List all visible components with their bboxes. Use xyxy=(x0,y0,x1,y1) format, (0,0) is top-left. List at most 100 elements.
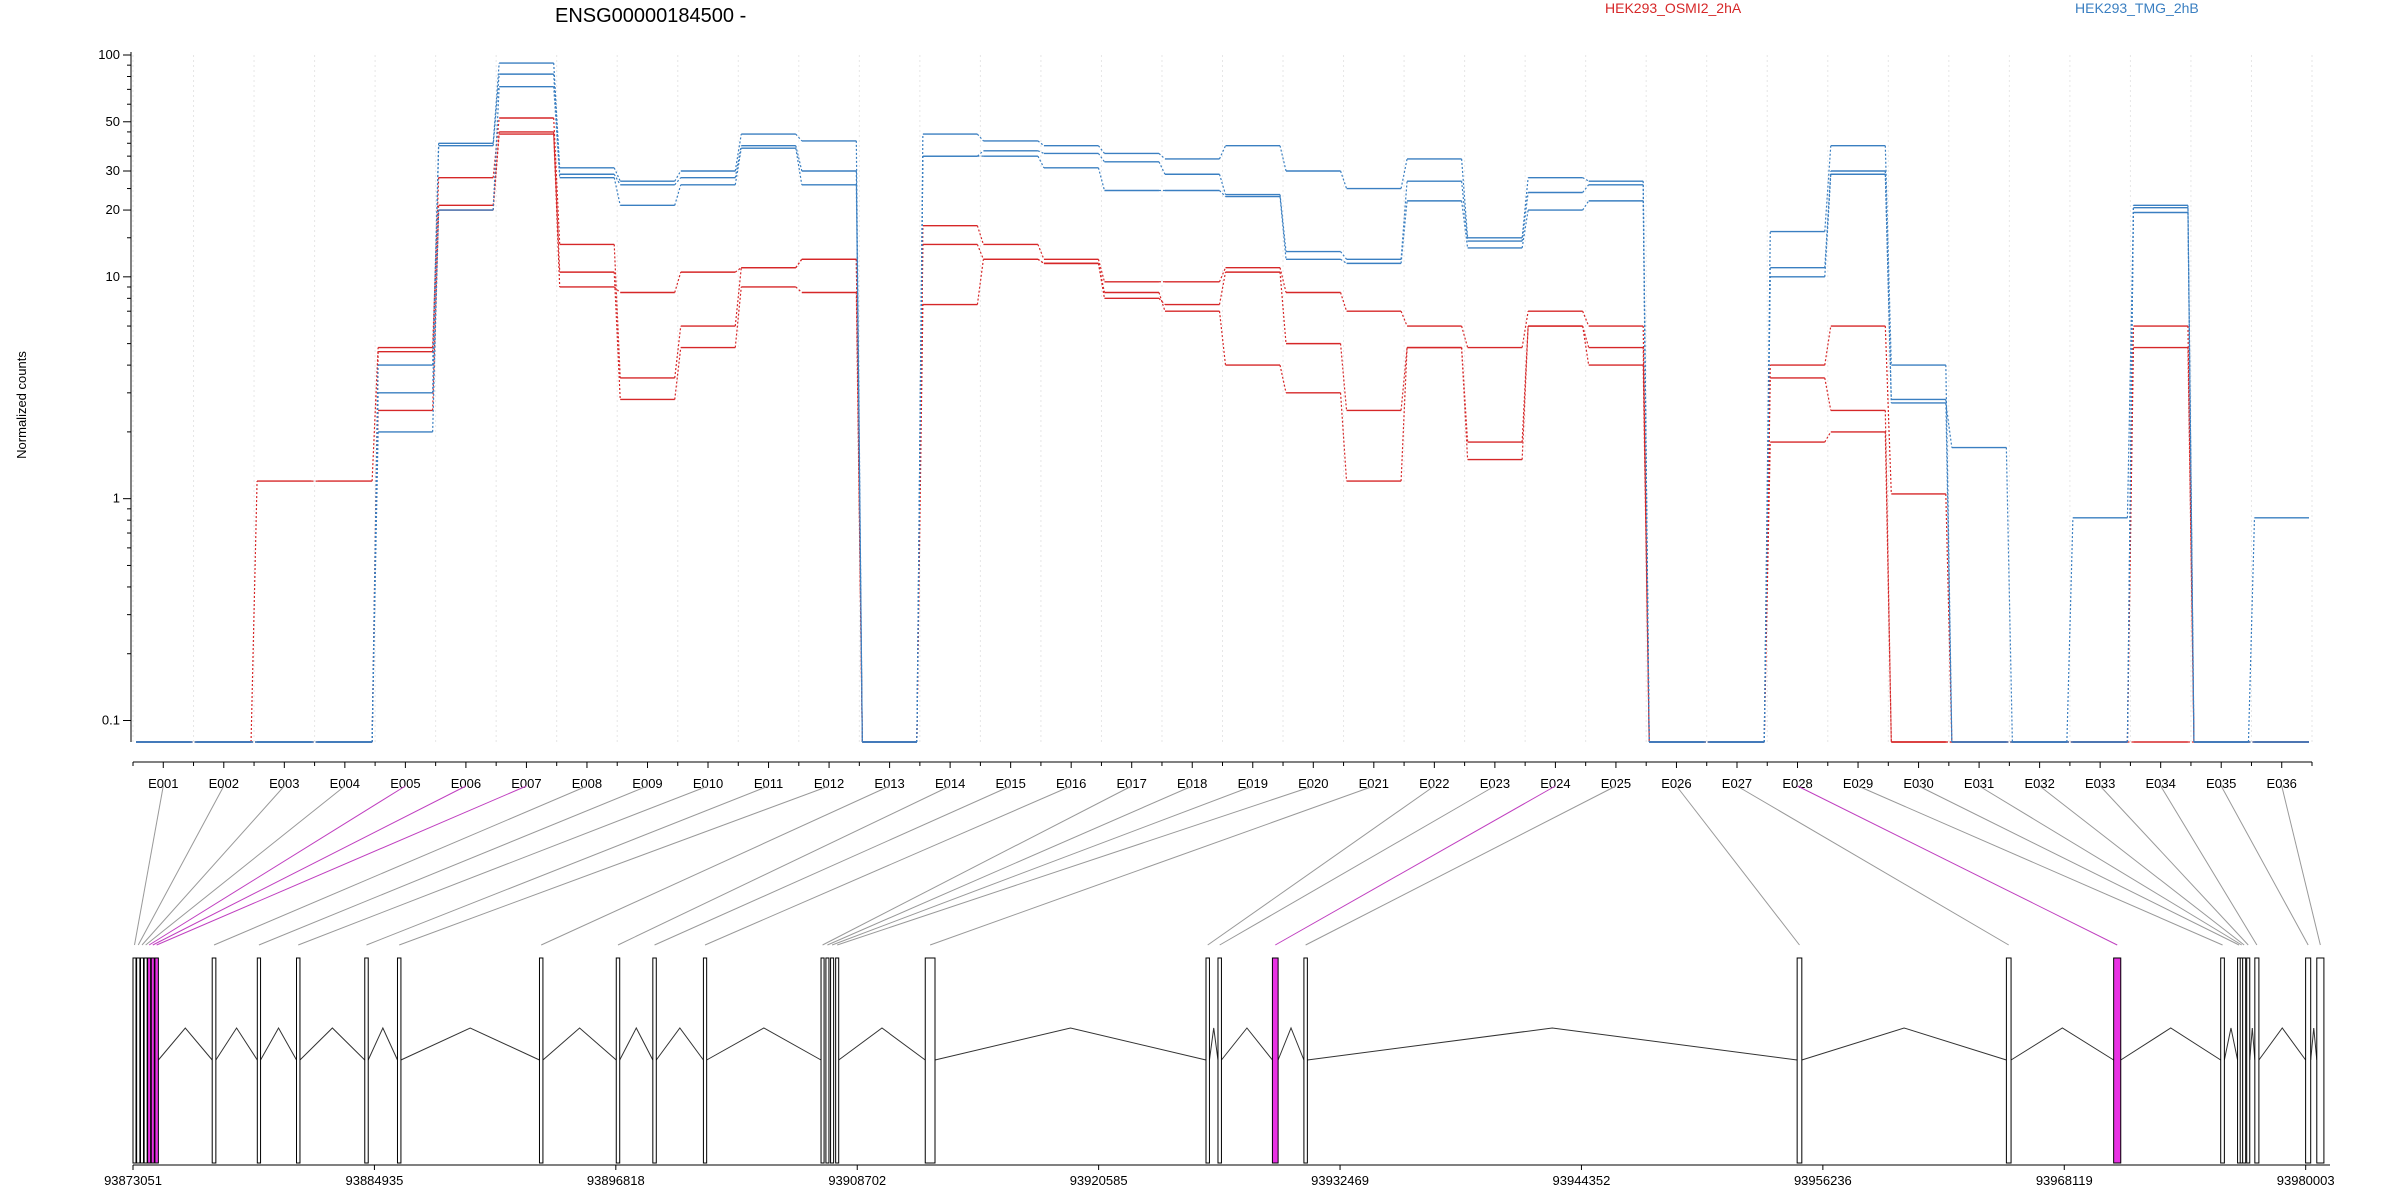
series-transition xyxy=(1339,392,1348,482)
exon-box-E006 xyxy=(150,957,155,1164)
series-transition xyxy=(1582,177,1589,182)
x-tick-label: E031 xyxy=(1964,776,1994,791)
intron-line xyxy=(934,1027,1207,1061)
series-transition xyxy=(1037,140,1045,147)
intron-line xyxy=(260,1026,297,1061)
exon-box-E024 xyxy=(1271,957,1279,1164)
connector-E011 xyxy=(366,785,769,946)
exon-box-E032 xyxy=(2242,957,2247,1164)
exon-box-E014 xyxy=(615,957,621,1164)
series-transition xyxy=(250,481,258,743)
series-transition xyxy=(674,184,682,206)
series-transition xyxy=(734,145,742,178)
exon-box-E034 xyxy=(2254,957,2260,1164)
series-transition xyxy=(795,133,803,142)
series-transition xyxy=(1218,174,1227,195)
series-transition xyxy=(1400,200,1408,264)
exon-box-E004 xyxy=(143,957,148,1164)
x-tick-label: E002 xyxy=(209,776,239,791)
series-transition xyxy=(976,244,984,260)
connector-E006 xyxy=(152,785,467,946)
y-tick-label: 10 xyxy=(106,269,120,284)
series-transition xyxy=(553,134,561,288)
series-transition xyxy=(2126,212,2135,518)
series-transition xyxy=(1340,251,1348,260)
connector-E023 xyxy=(1219,785,1496,946)
x-tick-label: E017 xyxy=(1117,776,1147,791)
series-transition xyxy=(1642,326,1650,743)
series-transition xyxy=(1218,311,1227,366)
x-tick-label: E015 xyxy=(995,776,1025,791)
x-tick-label: E012 xyxy=(814,776,844,791)
series-transition xyxy=(795,286,803,293)
series-transition xyxy=(1642,365,1650,743)
series-transition xyxy=(1582,325,1590,366)
exon-box-E022 xyxy=(1205,957,1210,1164)
intron-line xyxy=(400,1027,540,1061)
series-transition xyxy=(1037,150,1045,154)
series-transition xyxy=(1400,158,1408,189)
series-transition xyxy=(492,117,500,178)
series-transition xyxy=(1339,343,1348,411)
intron-line xyxy=(655,1027,704,1061)
intron-line xyxy=(2120,1027,2221,1061)
intron-line xyxy=(2310,1027,2318,1061)
exon-box-E026 xyxy=(1796,957,1803,1164)
series-transition xyxy=(1339,292,1348,312)
x-tick-label: E029 xyxy=(1843,776,1873,791)
series-transition xyxy=(1521,326,1529,443)
series-transition xyxy=(1219,190,1226,198)
intron-line xyxy=(542,1027,617,1061)
x-tick-label: E006 xyxy=(451,776,481,791)
series-transition xyxy=(1158,292,1166,312)
series-transition xyxy=(553,74,561,175)
x-axis-exon-labels: E001 E002 E003 E004 E005 E006 E007 E008 E009 E010… xyxy=(132,761,2313,791)
intron-line xyxy=(299,1027,366,1061)
series-transition xyxy=(1642,347,1650,743)
connector-E022 xyxy=(1207,785,1435,946)
genome-tick-label: 93980003 xyxy=(2277,1173,2335,1188)
x-tick-label: E030 xyxy=(1903,776,1933,791)
intron-line xyxy=(2010,1027,2114,1061)
series-transition xyxy=(674,347,682,400)
x-tick-label: E004 xyxy=(330,776,360,791)
connector-E014 xyxy=(617,785,951,946)
connector-E008 xyxy=(213,785,588,946)
x-tick-label: E022 xyxy=(1419,776,1449,791)
series-transition xyxy=(1218,145,1227,160)
series-transition xyxy=(613,272,621,400)
connector-E003 xyxy=(141,785,285,946)
series-transition xyxy=(432,145,440,393)
exon-box-E009 xyxy=(256,957,262,1164)
series-transition xyxy=(734,267,742,327)
x-tick-label: E003 xyxy=(269,776,299,791)
exon-box-E007 xyxy=(154,957,159,1164)
series-transition xyxy=(1582,200,1590,211)
series-transition xyxy=(1824,431,1832,443)
genome-tick-label: 93956236 xyxy=(1794,1173,1852,1188)
genome-tick-label: 93920585 xyxy=(1070,1173,1128,1188)
connector-E019 xyxy=(831,785,1253,946)
exon-box-E008 xyxy=(211,957,217,1164)
x-tick-label: E013 xyxy=(874,776,904,791)
genome-tick-label: 93896818 xyxy=(587,1173,645,1188)
series-transition xyxy=(492,62,500,144)
series-transition xyxy=(1097,153,1105,163)
exon-box-E002 xyxy=(136,957,141,1164)
connector-E020 xyxy=(837,785,1314,946)
series-transition xyxy=(855,170,863,743)
series-transition xyxy=(432,210,440,432)
intron-line xyxy=(157,1027,213,1061)
x-tick-label: E010 xyxy=(693,776,723,791)
gene-model-track xyxy=(132,957,2325,1164)
intron-line xyxy=(2258,1027,2307,1061)
series-transition xyxy=(1218,272,1227,305)
intron-line xyxy=(838,1027,926,1061)
connector-E005 xyxy=(148,785,406,946)
x-tick-label: E023 xyxy=(1480,776,1510,791)
exon-box-E020 xyxy=(835,957,840,1164)
exon-box-E028 xyxy=(2113,957,2122,1164)
x-tick-label: E026 xyxy=(1661,776,1691,791)
x-tick-label: E021 xyxy=(1359,776,1389,791)
